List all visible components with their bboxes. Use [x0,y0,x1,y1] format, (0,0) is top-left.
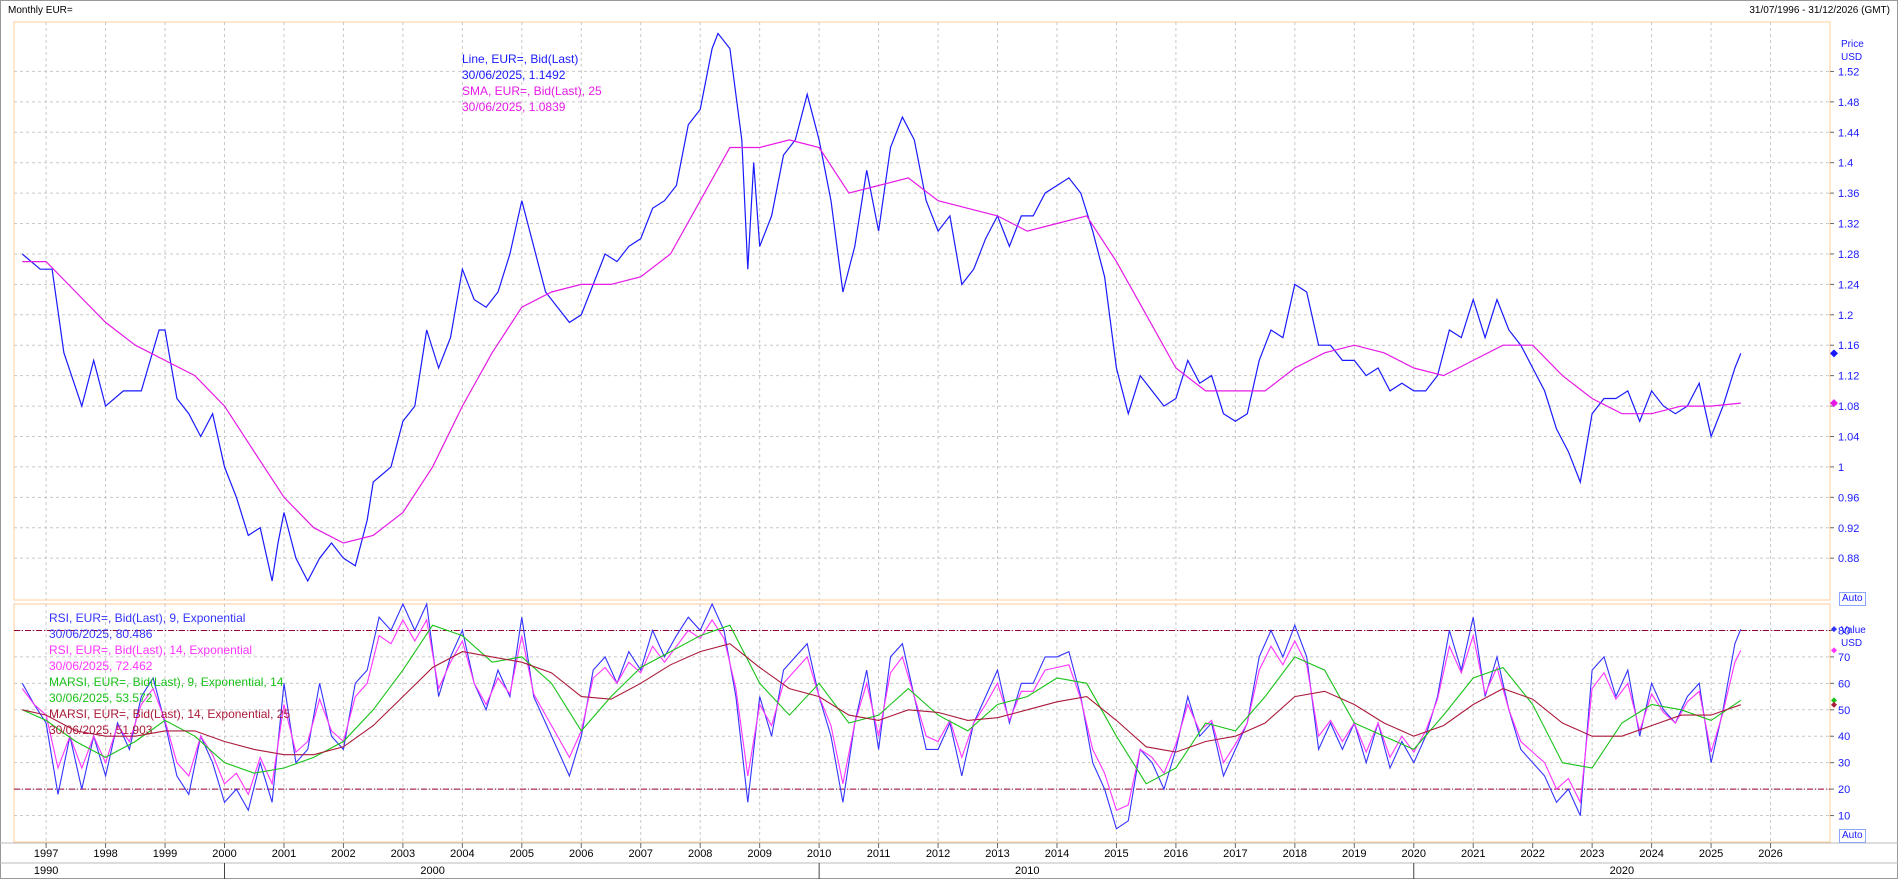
year-tick-label: 2008 [688,848,712,860]
decade-label: 1990 [34,865,58,877]
price-tick-label: 1.28 [1838,249,1859,261]
price-tick-label: 1.48 [1838,97,1859,109]
sma-line-series [22,139,1741,544]
price-tick-label: 0.92 [1838,523,1859,535]
price-tick-label: 1.44 [1838,127,1859,139]
rsi-tick-label: 80 [1838,625,1850,637]
price-line-series-last-marker [1830,349,1838,358]
year-tick-label: 2001 [272,848,296,860]
rsi-plot-area [13,603,1831,843]
price-tick-label: 1.32 [1838,219,1859,231]
rsi-14-series-last-marker [1831,647,1837,654]
year-tick-label: 2002 [331,848,355,860]
rsi-auto-scale-button[interactable]: Auto [1839,829,1866,843]
year-tick-label: 2026 [1758,848,1782,860]
rsi-legend-value-1: 30/06/2025, 72.462 [49,659,153,673]
price-line-series [21,32,1742,583]
price-tick-label: 1.24 [1838,279,1859,291]
year-tick-label: 2004 [450,848,474,860]
price-tick-label: 1.04 [1838,431,1859,443]
year-tick-label: 1997 [34,848,58,860]
price-tick-label: 0.96 [1838,492,1859,504]
rsi-axis-title: Value USD [1841,624,1866,650]
year-tick-label: 1998 [93,848,117,860]
year-tick-label: 2005 [510,848,534,860]
year-tick-label: 2015 [1104,848,1128,860]
year-tick-label: 2022 [1520,848,1544,860]
price-axis-title-1: USD [1841,52,1863,63]
year-tick-label: 2019 [1342,848,1366,860]
year-tick-label: 2024 [1639,848,1663,860]
rsi-tick-label: 30 [1838,758,1850,770]
year-tick-label: 2021 [1461,848,1485,860]
rsi-tick-label: 40 [1838,731,1850,743]
rsi-legend: RSI, EUR=, Bid(Last), 9, Exponential 30/… [49,610,290,738]
year-tick-label: 2000 [212,848,236,860]
rsi-legend-label-3: MARSI, EUR=, Bid(Last), 14, Exponential,… [49,707,291,721]
year-tick-label: 1999 [153,848,177,860]
price-tick-label: 1.4 [1838,158,1853,170]
price-auto-scale-button[interactable]: Auto [1839,592,1866,606]
year-tick-label: 2017 [1223,848,1247,860]
year-tick-label: 2018 [1283,848,1307,860]
date-range: 31/07/1996 - 31/12/2026 (GMT) [1749,5,1890,16]
rsi-legend-value-0: 30/06/2025, 80.486 [49,627,153,641]
rsi-axis-title-1: USD [1841,638,1863,649]
year-tick-label: 2013 [985,848,1009,860]
year-tick-label: 2011 [867,848,891,860]
rsi-legend-label-1: RSI, EUR=, Bid(Last), 14, Exponential [49,643,253,657]
rsi-tick-label: 10 [1838,811,1850,823]
chart-title: Monthly EUR= [8,5,73,16]
price-legend-value-0: 30/06/2025, 1.1492 [462,68,566,82]
price-legend-label-1: SMA, EUR=, Bid(Last), 25 [462,84,602,98]
year-tick-label: 2016 [1164,848,1188,860]
year-tick-label: 2010 [807,848,831,860]
price-tick-label: 1.08 [1838,401,1859,413]
marsi-14-series-last-marker [1831,701,1837,708]
year-tick-label: 2007 [628,848,652,860]
year-tick-label: 2020 [1402,848,1426,860]
price-axis-title-0: Price [1841,39,1864,50]
year-tick-label: 2003 [391,848,415,860]
year-tick-label: 2025 [1699,848,1723,860]
marsi-9-series-last-marker [1831,697,1837,704]
year-tick-label: 2009 [747,848,771,860]
rsi-tick-label: 60 [1838,678,1850,690]
price-tick-label: 1 [1838,462,1844,474]
sma-line-series-last-marker [1830,399,1838,408]
rsi-legend-value-3: 30/06/2025, 51.903 [49,723,153,737]
price-axis-title: Price USD [1841,38,1864,64]
rsi-legend-label-2: MARSI, EUR=, Bid(Last), 9, Exponential, … [49,675,284,689]
decade-label: 2000 [420,865,444,877]
year-tick-label: 2006 [569,848,593,860]
marsi-9-series [22,624,1742,785]
decade-label: 2020 [1610,865,1634,877]
price-legend-value-1: 30/06/2025, 1.0839 [462,100,566,114]
rsi-legend-label-0: RSI, EUR=, Bid(Last), 9, Exponential [49,611,246,625]
year-tick-label: 2014 [1045,848,1069,860]
rsi-tick-label: 70 [1838,652,1850,664]
price-tick-label: 1.36 [1838,188,1859,200]
price-legend-label-0: Line, EUR=, Bid(Last) [462,52,579,66]
marsi-14-series [22,643,1741,756]
price-tick-label: 1.12 [1838,371,1859,383]
rsi-axis-title-0: Value [1841,625,1866,636]
price-tick-label: 1.2 [1838,310,1853,322]
rsi-tick-label: 50 [1838,705,1850,717]
price-tick-label: 1.52 [1838,66,1859,78]
rsi-14-series [21,618,1742,812]
price-legend: Line, EUR=, Bid(Last) 30/06/2025, 1.1492… [462,51,602,115]
year-tick-label: 2023 [1580,848,1604,860]
price-tick-label: 0.88 [1838,553,1859,565]
rsi-9-series-last-marker [1831,626,1837,633]
year-tick-label: 2012 [926,848,950,860]
rsi-legend-value-2: 30/06/2025, 53.572 [49,691,153,705]
decade-label: 2010 [1015,865,1039,877]
price-tick-label: 1.16 [1838,340,1859,352]
rsi-tick-label: 20 [1838,784,1850,796]
price-plot-area [13,21,1831,601]
